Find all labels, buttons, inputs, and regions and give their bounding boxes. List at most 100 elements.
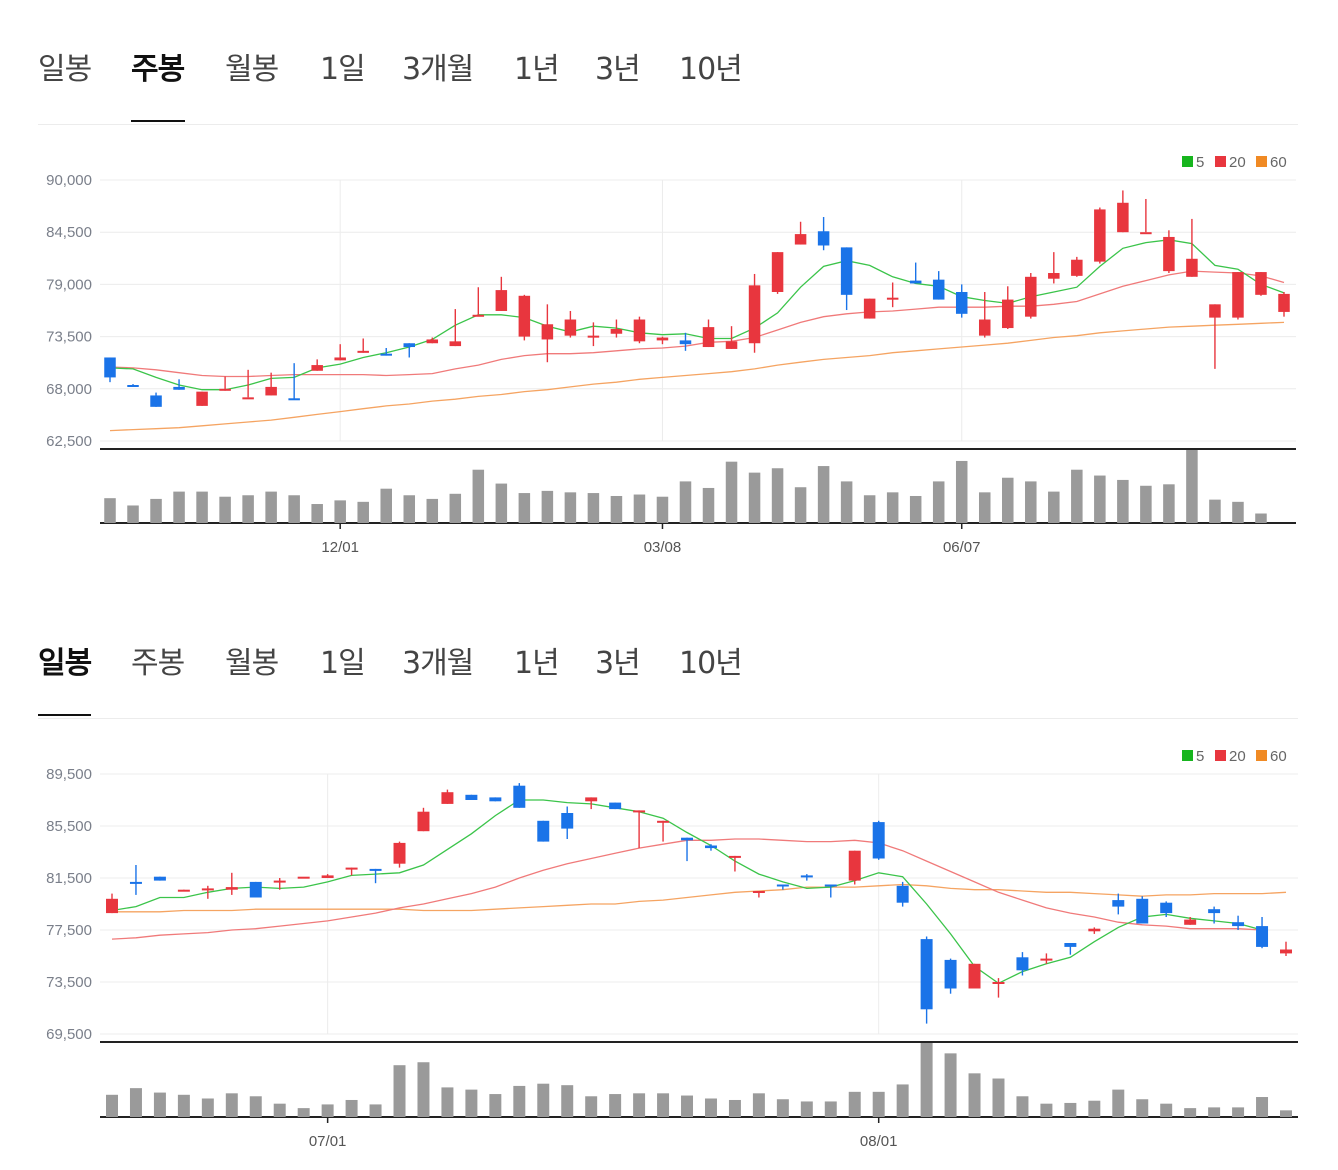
volume-bar: [1112, 1089, 1125, 1117]
tab-weekly[interactable]: 주봉: [131, 50, 185, 122]
volume-bar: [1136, 1099, 1149, 1117]
volume-bar: [1025, 481, 1037, 523]
legend-swatch-ma5: [1182, 156, 1193, 167]
volume-bar: [345, 1099, 358, 1117]
volume-bar: [311, 504, 323, 523]
volume-bar: [1255, 513, 1267, 523]
candle-body: [321, 875, 334, 878]
candle-body: [334, 357, 346, 361]
weekly-candlestick-chart: 5 20 60 90,000 84,500 79,000 73,500 68,000 62,50…: [46, 154, 1296, 556]
candle: [564, 310, 577, 338]
candle-body: [173, 386, 185, 390]
candle: [840, 247, 853, 311]
tab-1day[interactable]: 1일: [320, 52, 366, 87]
candle-body: [196, 391, 208, 406]
volume-bar: [794, 487, 807, 523]
candle-body: [824, 884, 837, 887]
volume-bar: [225, 1093, 238, 1117]
volume-bar: [728, 1099, 741, 1117]
volume-bar: [441, 1087, 454, 1117]
candle-body: [417, 811, 430, 832]
candle-body: [249, 881, 262, 898]
tab-monthly[interactable]: 월봉: [225, 52, 279, 87]
tab-daily[interactable]: 일봉: [38, 644, 92, 716]
period-tabs: 일봉 주봉 월봉 1일 3개월 1년 3년 10년: [38, 0, 1298, 125]
candle-body: [633, 810, 646, 813]
candle: [909, 262, 922, 284]
candle: [704, 844, 717, 851]
candle: [465, 794, 478, 800]
candle: [265, 372, 277, 396]
volume-bar: [173, 491, 185, 523]
candle-body: [177, 889, 190, 892]
candle: [441, 789, 454, 804]
candle-body: [863, 298, 876, 319]
volume-bar: [518, 493, 531, 523]
candle: [150, 392, 162, 407]
candle: [817, 217, 830, 251]
candle: [518, 294, 531, 341]
y-tick-label: 73,500: [46, 329, 92, 346]
candle-body: [273, 880, 286, 883]
tab-daily[interactable]: 일봉: [38, 52, 92, 87]
ma5-line: [111, 799, 1263, 985]
legend-label-ma5: 5: [1196, 154, 1204, 171]
candle: [196, 391, 208, 406]
x-tick-label: 07/01: [309, 1133, 347, 1150]
volume-bar: [417, 1062, 430, 1117]
y-tick-label: 85,500: [46, 818, 92, 835]
tab-3months[interactable]: 3개월: [402, 646, 474, 681]
candle: [1002, 286, 1014, 330]
candle: [104, 357, 116, 383]
volume-bar: [932, 481, 945, 523]
candle: [872, 820, 885, 860]
legend-swatch-ma5: [1182, 750, 1193, 761]
tab-monthly[interactable]: 월봉: [225, 646, 279, 681]
volume-bar: [1280, 1110, 1292, 1117]
x-tick-label: 03/08: [644, 539, 682, 556]
candle-body: [426, 339, 439, 344]
candle-body: [1256, 926, 1269, 947]
volume-bar: [380, 488, 392, 523]
candle: [242, 369, 254, 400]
volume-bar: [896, 1084, 909, 1117]
candle-body: [725, 341, 738, 349]
volume-bar: [196, 491, 208, 523]
tab-3months[interactable]: 3개월: [402, 52, 474, 87]
volume-bar: [1002, 477, 1014, 523]
tab-1year[interactable]: 1년: [514, 52, 560, 87]
volume-bar: [242, 495, 254, 523]
candle: [1208, 906, 1221, 924]
candle: [1278, 291, 1290, 317]
candle: [978, 291, 991, 338]
candle: [288, 363, 300, 401]
candle: [173, 379, 185, 390]
volume-bar: [909, 495, 922, 523]
volume-bar: [106, 1094, 118, 1117]
volume-bar: [656, 496, 669, 523]
candle-body: [886, 297, 899, 300]
volume-bar: [561, 1085, 574, 1117]
y-tick-label: 62,500: [46, 433, 92, 450]
tab-1day[interactable]: 1일: [320, 646, 366, 681]
candle-body: [1002, 299, 1014, 329]
tab-3years[interactable]: 3년: [595, 646, 641, 681]
candle: [771, 252, 784, 294]
candle-body: [564, 319, 577, 336]
tab-weekly[interactable]: 주봉: [131, 646, 185, 681]
candle: [513, 783, 526, 808]
tab-1year[interactable]: 1년: [514, 646, 560, 681]
legend-label-ma20: 20: [1229, 748, 1246, 765]
candle-body: [1048, 273, 1060, 279]
candle: [177, 889, 190, 892]
candle-body: [1208, 909, 1221, 914]
tab-10years[interactable]: 10년: [679, 646, 743, 681]
tab-3years[interactable]: 3년: [595, 52, 641, 87]
volume-bar: [657, 1093, 670, 1117]
candle: [1256, 917, 1269, 949]
volume-bar: [369, 1104, 382, 1117]
tab-10years[interactable]: 10년: [679, 52, 743, 87]
candle-body: [896, 885, 909, 903]
candle: [357, 338, 369, 353]
volume-bar: [273, 1103, 286, 1117]
